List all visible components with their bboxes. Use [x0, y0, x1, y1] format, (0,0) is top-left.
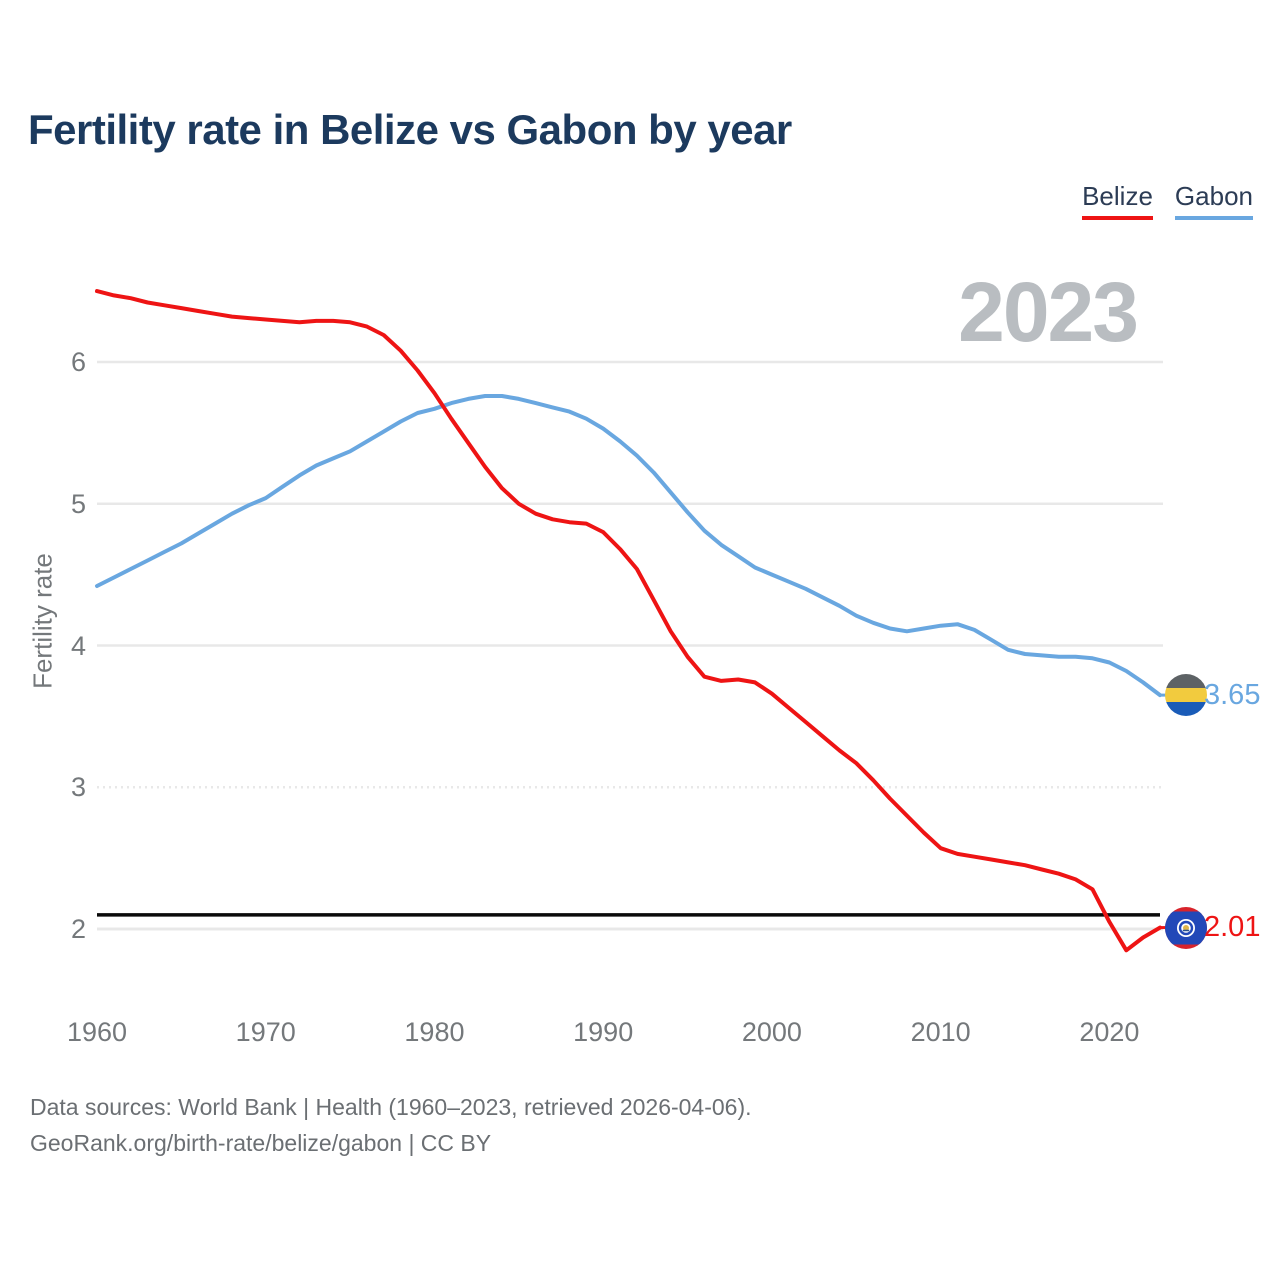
y-axis-title: Fertility rate [27, 553, 58, 689]
x-tick-label: 2000 [741, 1017, 802, 1047]
series-line-gabon[interactable] [95, 394, 1162, 698]
y-tick-label: 3 [70, 772, 86, 803]
legend-item-belize[interactable]: Belize [1082, 182, 1153, 220]
gabon-flag-icon [1165, 674, 1207, 716]
footer-attribution: GeoRank.org/birth-rate/belize/gabon | CC… [30, 1130, 492, 1156]
x-tick-label: 2020 [1079, 1017, 1140, 1047]
footer: Data sources: World Bank | Health (1960–… [30, 1089, 752, 1161]
footer-sources: Data sources: World Bank | Health (1960–… [30, 1094, 752, 1120]
page-title: Fertility rate in Belize vs Gabon by yea… [28, 106, 792, 153]
y-tick-label: 5 [70, 488, 86, 519]
x-tick-label: 1990 [573, 1017, 634, 1047]
x-tick-label: 1960 [66, 1017, 128, 1047]
legend-item-gabon[interactable]: Gabon [1174, 181, 1253, 220]
belize-flag-icon [1165, 907, 1207, 949]
legend: Belize Gabon [1082, 182, 1253, 220]
x-tick-label: 2010 [910, 1017, 971, 1047]
series-line-belize[interactable] [95, 289, 1162, 953]
year-watermark: 2023 [958, 265, 1139, 359]
y-tick-label: 2 [70, 914, 86, 944]
gabon-end-value-label: 3.65 [1204, 679, 1261, 711]
legend-label-gabon: Gabon [1174, 181, 1253, 211]
belize-end-value-label: 2.01 [1204, 911, 1261, 943]
y-tick-label: 6 [70, 347, 86, 377]
y-tick-label: 4 [70, 630, 86, 661]
x-tick-label: 1970 [235, 1017, 296, 1047]
x-tick-label: 1980 [404, 1017, 465, 1047]
legend-label-belize: Belize [1082, 181, 1153, 211]
